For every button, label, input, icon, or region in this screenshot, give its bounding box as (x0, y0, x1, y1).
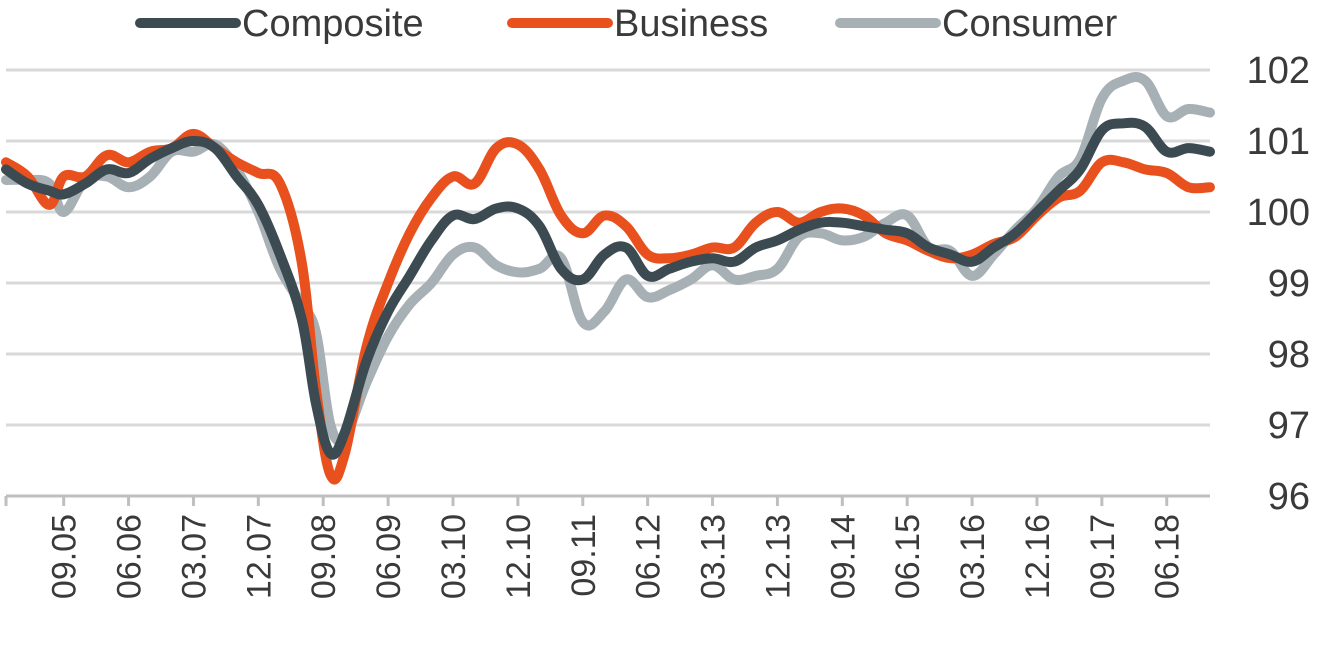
y-tick-label-100: 100 (1247, 192, 1310, 234)
x-tick-label-06.06: 06.06 (111, 514, 149, 599)
x-tick-label-06.12: 06.12 (630, 514, 668, 599)
y-tick-label-98: 98 (1268, 334, 1310, 376)
y-tick-label-99: 99 (1268, 263, 1310, 305)
legend-label-consumer: Consumer (942, 3, 1118, 45)
y-tick-label-102: 102 (1247, 50, 1310, 92)
x-tick-label-09.08: 09.08 (305, 514, 343, 599)
x-tick-label-12.07: 12.07 (240, 514, 278, 599)
x-axis (4, 494, 1210, 506)
x-tick-label-09.14: 09.14 (824, 514, 862, 599)
x-tick-label-09.11: 09.11 (565, 514, 603, 597)
x-tick-label-03.10: 03.10 (435, 514, 473, 599)
x-tick-label-03.07: 03.07 (175, 514, 213, 599)
x-tick-label-12.16: 12.16 (1019, 514, 1057, 599)
series-lines (1, 72, 1215, 485)
x-tick-label-03.13: 03.13 (695, 514, 733, 599)
x-tick-label-06.18: 06.18 (1149, 514, 1187, 599)
x-tick-label-09.17: 09.17 (1084, 514, 1122, 599)
x-axis-tick-labels: 09.05 06.06 03.07 12.07 09.08 06.09 03.10 12.10… (46, 514, 1187, 599)
legend-label-business: Business (614, 3, 768, 45)
x-tick-label-12.10: 12.10 (500, 514, 538, 599)
legend-label-composite: Composite (242, 3, 424, 45)
x-tick-label-12.13: 12.13 (759, 514, 797, 599)
x-tick-label-03.16: 03.16 (954, 514, 992, 599)
y-axis-tick-labels: 96 97 98 99 100 101 102 (1247, 50, 1310, 518)
y-tick-label-101: 101 (1247, 121, 1310, 163)
x-tick-label-06.09: 06.09 (370, 514, 408, 599)
x-tick-label-09.05: 09.05 (46, 514, 84, 599)
legend: Composite Business Consumer (135, 3, 1118, 45)
y-tick-label-96: 96 (1268, 476, 1310, 518)
series-line-composite (1, 117, 1215, 460)
x-tick-label-06.15: 06.15 (889, 514, 927, 599)
y-tick-label-97: 97 (1268, 405, 1310, 447)
